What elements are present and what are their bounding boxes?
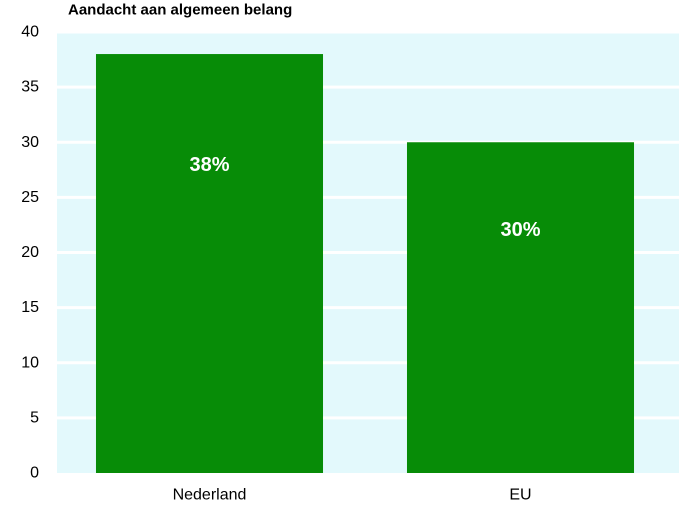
y-tick-label: 25 [21, 189, 39, 206]
y-tick-label: 20 [21, 244, 39, 261]
x-category-label: Nederland [173, 487, 247, 504]
x-category-label: EU [509, 487, 531, 504]
y-tick-label: 10 [21, 354, 39, 371]
y-tick-label: 35 [21, 79, 39, 96]
bar-eu [406, 142, 635, 473]
bars: 38% 30% [95, 54, 635, 474]
chart-title: Aandacht aan algemeen belang [68, 1, 292, 18]
data-label: 38% [189, 154, 229, 176]
y-tick-label: 40 [21, 24, 39, 41]
y-tick-label: 0 [30, 465, 39, 482]
data-label: 30% [500, 219, 540, 241]
bar-nederland [95, 54, 324, 474]
x-axis-labels: Nederland EU [173, 487, 532, 504]
y-tick-label: 5 [30, 409, 39, 426]
y-tick-label: 30 [21, 134, 39, 151]
y-tick-label: 15 [21, 299, 39, 316]
y-axis-ticks: 0 5 10 15 20 25 30 35 40 [21, 24, 39, 482]
